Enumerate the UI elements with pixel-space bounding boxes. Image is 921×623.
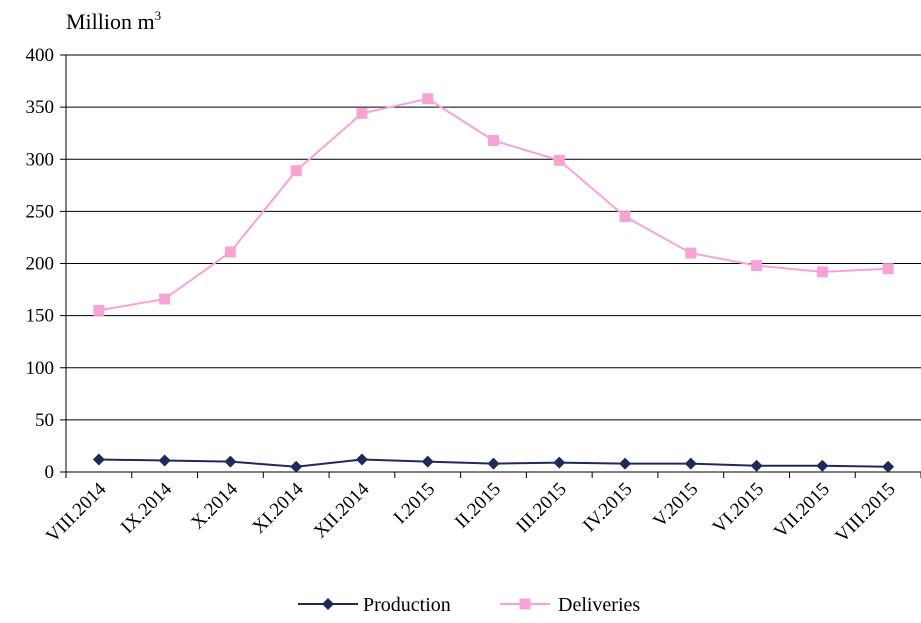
y-tick-label: 400 [26,45,55,66]
production-point [816,459,829,472]
x-tick-label: II.2015 [451,479,505,533]
legend: Production Deliveries [298,594,640,616]
y-axis-unit-text: Million m [66,9,155,34]
production-point [355,453,368,466]
production-point [487,457,500,470]
deliveries-point [553,154,565,166]
deliveries-point [751,260,763,272]
deliveries-point [159,293,171,305]
deliveries-point [882,263,894,275]
production-point [619,457,632,470]
deliveries-point [93,304,105,316]
x-tick-label: V.2015 [649,479,702,532]
deliveries-point [290,165,302,177]
production-point [684,457,697,470]
y-tick-label: 300 [26,149,55,170]
gridlines [66,54,921,421]
production-point [553,456,566,469]
series-layer [92,93,895,473]
deliveries-point [356,107,368,119]
x-tick-label: IX.2014 [117,478,177,538]
y-tick-label: 100 [26,358,55,379]
production-point [882,460,895,473]
production-point [421,455,434,468]
production-point [92,453,105,466]
legend-deliveries-marker [519,598,531,610]
deliveries-point [488,134,499,146]
x-tick-label: I.2015 [390,479,440,529]
deliveries-point [816,266,828,278]
x-tick-labels: VIII.2014 IX.2014 X.2014 XI.2014 XII.2014 I.2… [42,478,899,547]
legend-production-label: Production [363,594,451,616]
y-tick-label: 250 [26,201,55,222]
production-point [224,455,237,468]
x-tick-label: X.2014 [187,478,242,533]
x-tick-label: VII.2015 [770,479,834,543]
x-tick-label: VI.2015 [709,479,768,538]
y-axis-unit-label: Million m3 [66,8,161,35]
production-point [750,459,763,472]
x-tick-label: XI.2014 [248,478,308,538]
x-tick-label: VIII.2015 [831,479,899,547]
deliveries-point [619,211,631,223]
y-tick-labels: 0 50 100 150 200 250 300 350 400 [26,45,55,483]
y-tick-label: 350 [26,97,55,118]
y-tick-label: 150 [26,306,55,327]
x-tick-label: III.2015 [512,479,571,538]
deliveries-line [98,97,889,312]
production-point [290,460,303,473]
x-tick-label: VIII.2014 [42,478,111,547]
x-tick-label: XII.2014 [310,478,374,542]
legend-deliveries-label: Deliveries [558,594,640,616]
y-tick-label: 200 [26,254,55,275]
y-tick-label: 0 [45,462,55,483]
axes [60,54,921,478]
deliveries-point [422,93,434,105]
y-tick-label: 50 [35,410,54,431]
deliveries-point [224,246,236,258]
deliveries-point [685,247,697,259]
x-tick-label: IV.2015 [579,479,637,537]
legend-production-marker [322,598,334,610]
y-axis-unit-superscript: 3 [154,8,162,23]
production-point [158,454,171,467]
